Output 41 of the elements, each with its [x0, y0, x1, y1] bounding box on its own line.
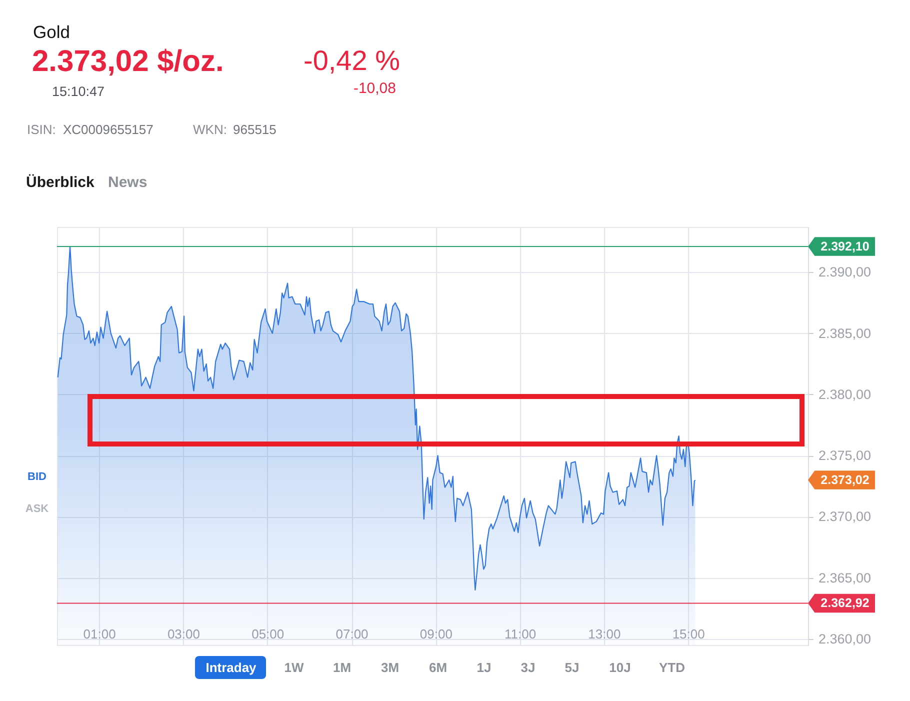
text: 1J	[476, 660, 492, 675]
text: -10,08	[353, 80, 396, 97]
text: 6M	[428, 660, 448, 675]
text: 10J	[609, 660, 631, 675]
y-tick-label: 2.375,00	[818, 448, 872, 464]
text: Intraday	[206, 660, 258, 675]
text: 3M	[380, 660, 400, 675]
text: 2.373,02	[820, 473, 870, 487]
x-tick-label: 11:00	[504, 626, 536, 642]
y-tick-label: 2.390,00	[818, 264, 872, 280]
x-tick-label: 09:00	[420, 626, 452, 642]
x-tick-label: 01:00	[83, 626, 116, 642]
text: 965515	[233, 122, 276, 137]
x-tick-label: 15:00	[672, 626, 705, 642]
text: 1W	[284, 660, 304, 675]
x-tick-label: 05:00	[252, 626, 284, 642]
x-tick-label: 07:00	[336, 626, 368, 642]
text: ASK	[25, 503, 49, 515]
text: WKN:	[193, 122, 227, 137]
text: 5J	[564, 660, 580, 675]
x-tick-label: 03:00	[167, 626, 200, 642]
y-tick-label: 2.360,00	[818, 631, 872, 646]
text: ISIN:	[27, 122, 56, 137]
y-tick-label: 2.380,00	[818, 386, 872, 402]
text: Überblick	[26, 174, 96, 191]
x-tick-label: 13:00	[588, 626, 621, 642]
text: YTD	[659, 660, 685, 675]
text: BID	[28, 471, 47, 483]
text: -0,42 %	[304, 45, 400, 76]
chart-subtitle: 2.373,02 $/oz.	[32, 45, 224, 78]
text: 3J	[520, 660, 536, 675]
y-tick-label: 2.370,00	[818, 509, 872, 524]
chart-title: Gold	[33, 22, 70, 42]
ref-line-label: 2.362,92	[820, 596, 870, 610]
y-tick-label: 2.385,00	[818, 326, 872, 341]
y-tick-label: 2.365,00	[818, 570, 872, 586]
text: News	[108, 174, 148, 191]
text: XC0009655157	[63, 122, 154, 137]
text: 1M	[332, 660, 352, 675]
ref-line-label: 2.392,10	[820, 240, 870, 254]
text: 15:10:47	[52, 84, 105, 99]
